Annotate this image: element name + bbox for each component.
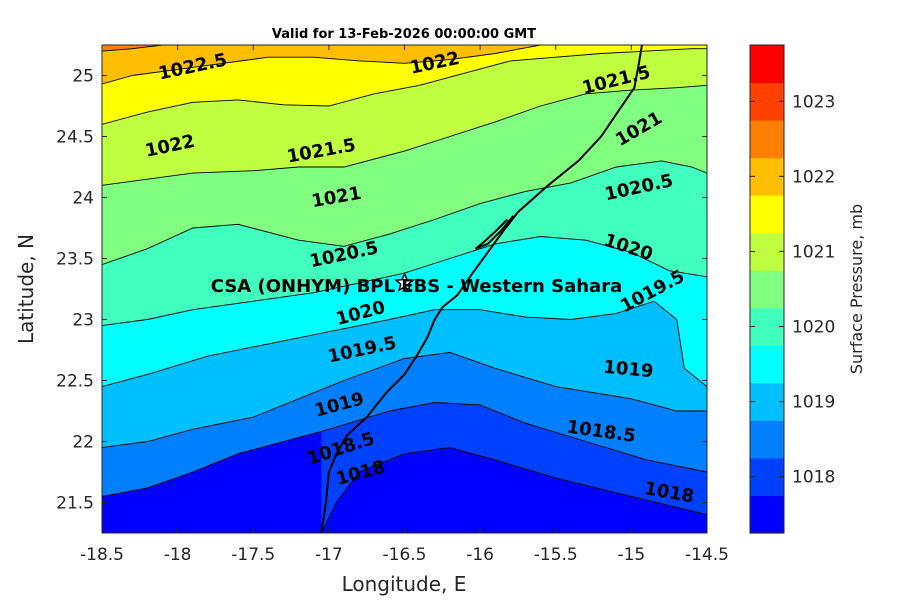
x-axis-label: Longitude, E: [342, 572, 467, 596]
colorbar-tick-label: 1021: [792, 242, 835, 262]
colorbar-swatch: [750, 382, 784, 421]
x-tick-label: -15.5: [534, 545, 578, 565]
x-tick-label: -18: [164, 545, 192, 565]
colorbar-tick-label: 1020: [792, 318, 835, 338]
contour-line-1021.5: [102, 48, 707, 125]
site-label: CSA (ONHYM) BPL EBS - Western Sahara: [211, 276, 622, 297]
pressure-bands: [102, 45, 707, 533]
colorbar-label: Surface Pressure, mb: [847, 204, 866, 374]
contour-line-1020: [102, 236, 707, 327]
colorbar-swatch: [750, 120, 784, 159]
peninsula-path: [474, 215, 515, 250]
contour-line-1020.5: [102, 160, 707, 266]
contour-line-1022.5: [102, 45, 163, 52]
y-tick-label: 23: [72, 311, 94, 331]
contour-line-1019: [102, 351, 707, 449]
contour-label: 1019: [602, 357, 654, 382]
x-tick-label: -16.5: [383, 545, 427, 565]
y-axis-ticks: 21.5 22 22.5 23 23.5 24 24.5 25: [56, 67, 707, 514]
x-tick-label: -18.5: [80, 545, 124, 565]
x-axis-ticks: -18.5 -18 -17.5 -17 -16.5 -16 -15.5 -15 -14.5: [80, 45, 729, 565]
site-star-icon: [393, 271, 416, 292]
y-tick-label: 22: [72, 433, 94, 453]
site-marker-group: CSA (ONHYM) BPL EBS - Western Sahara: [211, 271, 622, 297]
y-axis-label: Latitude, N: [14, 234, 38, 344]
y-tick-label: 22.5: [56, 372, 94, 392]
band-1022: [102, 45, 541, 84]
colorbar-swatch: [750, 82, 784, 121]
y-tick-label: 24.5: [56, 128, 94, 148]
colorbar-swatch: [750, 495, 784, 534]
contour-line-1019.5: [102, 300, 707, 388]
contour-line-1018: [320, 447, 707, 533]
map-title: Valid for 13-Feb-2026 00:00:00 GMT: [272, 27, 536, 42]
colorbar-swatch: [750, 157, 784, 196]
x-tick-label: -14.5: [685, 545, 729, 565]
colorbar-tick-label: 1019: [792, 393, 835, 413]
colorbar-tick-label: 1022: [792, 167, 835, 187]
colorbar-tick-label: 1023: [792, 92, 835, 112]
contour-line-1021: [102, 84, 707, 186]
x-tick-label: -17: [315, 545, 343, 565]
x-tick-label: -16: [466, 545, 494, 565]
band-1021.5: [102, 45, 707, 125]
contour-line-1022: [102, 45, 541, 85]
contour-line-1018.5: [102, 402, 707, 497]
colorbar-swatch: [750, 232, 784, 271]
y-tick-label: 21.5: [56, 494, 94, 514]
colorbar-swatch: [750, 270, 784, 309]
y-tick-label: 23.5: [56, 250, 94, 270]
x-tick-label: -17.5: [231, 545, 275, 565]
colorbar-tick-label: 1018: [792, 468, 835, 488]
colorbar-frame: [749, 44, 785, 534]
coastline: [320, 45, 643, 533]
colorbar-swatch: [750, 45, 784, 84]
colorbar-swatch: [750, 307, 784, 346]
contour-lines: [102, 45, 707, 533]
colorbar-swatch: [750, 345, 784, 384]
x-tick-label: -15: [617, 545, 645, 565]
colorbar-swatch: [750, 457, 784, 496]
colorbar: 1018 1019 1020 1021 1022 1023: [749, 44, 835, 534]
colorbar-swatch: [750, 420, 784, 459]
y-tick-label: 24: [72, 189, 94, 209]
y-tick-label: 25: [72, 67, 94, 87]
colorbar-swatch: [750, 195, 784, 234]
coastline-path: [320, 45, 643, 533]
